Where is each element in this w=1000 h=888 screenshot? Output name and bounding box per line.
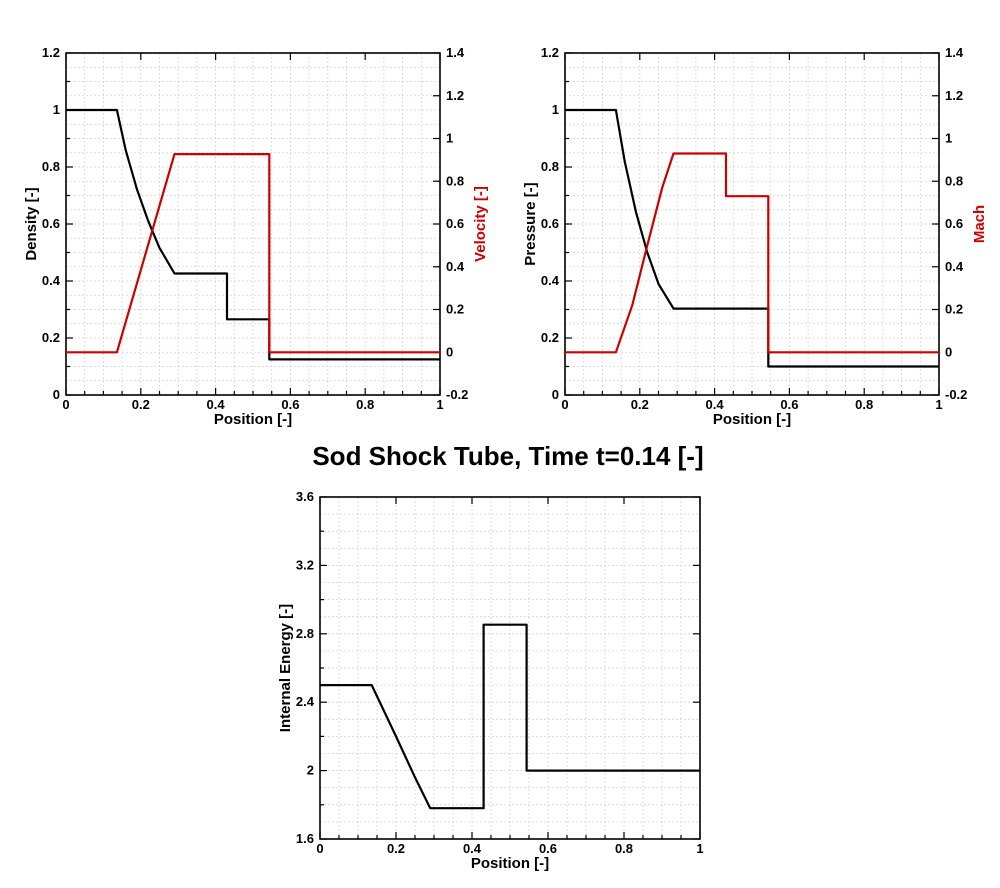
chart-1: 0 0.2 0.4 0.6 0.8 1 0 0.2 0.4 0.6 0.8 1 1.2 -0.2 0 0.2 0… <box>23 45 489 428</box>
y-axis-label: Internal Energy [-] <box>277 604 294 732</box>
y-axis-label: Pressure [-] <box>522 182 539 265</box>
series-line-1 <box>320 623 700 810</box>
y-tick-label: 0.8 <box>541 159 559 174</box>
x-axis-label: Position [-] <box>713 411 791 428</box>
x-tick-label: 0.2 <box>132 397 150 412</box>
y2-tick-label: 1.4 <box>945 45 964 60</box>
grid <box>565 53 939 395</box>
y2-tick-label: 0.8 <box>446 173 464 188</box>
x-tick-label: 0 <box>62 397 69 412</box>
y2-tick-label: 0.2 <box>945 302 963 317</box>
y2-tick-label: 1.4 <box>446 45 465 60</box>
y-tick-label: 0.4 <box>42 273 61 288</box>
y-tick-label: 0 <box>53 387 60 402</box>
grid <box>320 497 700 839</box>
chart-3: 0 0.2 0.4 0.6 0.8 1 1.6 2 2.4 2.8 3.2 3.6 Position [… <box>277 489 704 872</box>
y-tick-label: 3.6 <box>296 489 314 504</box>
y-tick-label: 0 <box>552 387 559 402</box>
chart-2: 0 0.2 0.4 0.6 0.8 1 0 0.2 0.4 0.6 0.8 1 1.2 -0.2 0 0.2 0… <box>522 45 988 428</box>
x-tick-label: 0.8 <box>615 841 633 856</box>
x-tick-label: 0.4 <box>706 397 725 412</box>
x-tick-label: 0.2 <box>387 841 405 856</box>
x-tick-label: 0.2 <box>631 397 649 412</box>
y2-tick-label: 0 <box>446 344 453 359</box>
x-tick-label: 0.6 <box>281 397 299 412</box>
y2-tick-label: 0.2 <box>446 302 464 317</box>
y-tick-label: 2.4 <box>296 694 315 709</box>
x-tick-label: 0.8 <box>356 397 374 412</box>
y2-tick-label: -0.2 <box>446 387 468 402</box>
x-tick-label: 0.4 <box>207 397 226 412</box>
x-axis-label: Position [-] <box>214 411 292 428</box>
y-tick-label: 0.2 <box>42 330 60 345</box>
y2-tick-label: 0 <box>945 344 952 359</box>
y-tick-label: 1.6 <box>296 831 314 846</box>
y2-tick-label: 1 <box>945 131 952 146</box>
y2-tick-label: 0.4 <box>446 259 465 274</box>
y-tick-label: 0.8 <box>42 159 60 174</box>
y2-axis-label: Mach <box>971 205 988 243</box>
x-tick-label: 1 <box>436 397 443 412</box>
y2-axis-label: Velocity [-] <box>472 186 489 262</box>
y-tick-label: 0.6 <box>42 216 60 231</box>
x-tick-label: 0.4 <box>463 841 482 856</box>
y2-tick-label: -0.2 <box>945 387 967 402</box>
x-tick-label: 0 <box>561 397 568 412</box>
y-tick-label: 1 <box>53 102 60 117</box>
x-tick-label: 0 <box>316 841 323 856</box>
y-tick-label: 0.6 <box>541 216 559 231</box>
figure-title: Sod Shock Tube, Time t=0.14 [-] <box>312 441 703 471</box>
x-tick-label: 1 <box>696 841 703 856</box>
y-axis-label: Density [-] <box>23 187 40 260</box>
y2-tick-label: 0.6 <box>945 216 963 231</box>
x-tick-label: 0.6 <box>780 397 798 412</box>
y2-tick-label: 1.2 <box>945 88 963 103</box>
series-line-2 <box>565 152 939 354</box>
y2-tick-label: 0.8 <box>945 173 963 188</box>
x-axis-label: Position [-] <box>471 855 549 872</box>
x-tick-label: 0.6 <box>539 841 557 856</box>
y2-tick-label: 0.4 <box>945 259 964 274</box>
series-line-2 <box>66 153 440 354</box>
y2-tick-label: 1.2 <box>446 88 464 103</box>
y-tick-label: 0.4 <box>541 273 560 288</box>
y2-tick-label: 0.6 <box>446 216 464 231</box>
x-tick-label: 0.8 <box>855 397 873 412</box>
y-tick-label: 1.2 <box>42 45 60 60</box>
y-tick-label: 0.2 <box>541 330 559 345</box>
grid <box>66 53 440 395</box>
y-tick-label: 1 <box>552 102 559 117</box>
x-tick-label: 1 <box>935 397 942 412</box>
y-tick-label: 1.2 <box>541 45 559 60</box>
y-tick-label: 3.2 <box>296 557 314 572</box>
y2-tick-label: 1 <box>446 131 453 146</box>
y-tick-label: 2.8 <box>296 626 314 641</box>
y-tick-label: 2 <box>307 763 314 778</box>
